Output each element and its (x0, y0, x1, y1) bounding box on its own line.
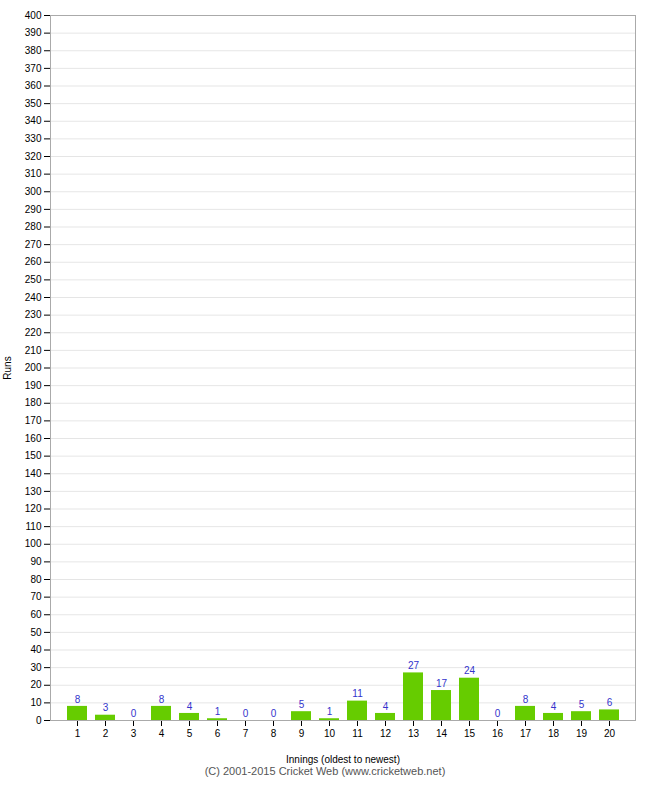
svg-text:50: 50 (30, 627, 42, 638)
svg-text:Runs: Runs (2, 356, 13, 379)
svg-text:230: 230 (25, 309, 42, 320)
svg-text:20: 20 (30, 679, 42, 690)
svg-text:380: 380 (25, 45, 42, 56)
svg-text:2: 2 (103, 728, 109, 739)
svg-text:220: 220 (25, 327, 42, 338)
svg-text:1: 1 (75, 728, 81, 739)
svg-text:3: 3 (103, 702, 109, 713)
svg-text:360: 360 (25, 80, 42, 91)
svg-text:18: 18 (548, 728, 560, 739)
svg-text:330: 330 (25, 133, 42, 144)
svg-text:14: 14 (436, 728, 448, 739)
svg-text:170: 170 (25, 415, 42, 426)
svg-text:400: 400 (25, 10, 42, 21)
svg-text:13: 13 (408, 728, 420, 739)
svg-text:190: 190 (25, 380, 42, 391)
svg-text:4: 4 (159, 728, 165, 739)
svg-text:1: 1 (215, 706, 221, 717)
svg-text:27: 27 (408, 660, 420, 671)
svg-text:110: 110 (26, 521, 42, 532)
svg-text:17: 17 (436, 678, 448, 689)
svg-text:350: 350 (25, 98, 42, 109)
svg-text:4: 4 (551, 701, 557, 712)
svg-text:280: 280 (25, 221, 42, 232)
svg-text:5: 5 (579, 699, 585, 710)
svg-text:1: 1 (327, 706, 333, 717)
svg-text:16: 16 (492, 728, 504, 739)
svg-text:80: 80 (30, 574, 42, 585)
svg-text:10: 10 (324, 728, 336, 739)
svg-text:15: 15 (464, 728, 476, 739)
svg-text:200: 200 (25, 362, 42, 373)
svg-text:390: 390 (25, 27, 42, 38)
svg-text:17: 17 (520, 728, 532, 739)
svg-text:40: 40 (30, 644, 42, 655)
svg-text:8: 8 (271, 728, 277, 739)
svg-text:160: 160 (25, 433, 42, 444)
svg-text:300: 300 (25, 186, 42, 197)
svg-text:0: 0 (243, 708, 249, 719)
svg-text:4: 4 (383, 701, 389, 712)
svg-text:11: 11 (352, 688, 363, 699)
svg-text:90: 90 (30, 556, 42, 567)
svg-text:140: 140 (25, 468, 42, 479)
svg-text:3: 3 (131, 728, 137, 739)
svg-text:6: 6 (607, 697, 613, 708)
svg-text:0: 0 (131, 708, 137, 719)
svg-text:5: 5 (187, 728, 193, 739)
svg-text:100: 100 (25, 538, 42, 549)
svg-text:Innings (oldest to newest): Innings (oldest to newest) (286, 754, 400, 765)
svg-text:150: 150 (25, 450, 42, 461)
svg-text:250: 250 (25, 274, 42, 285)
svg-text:180: 180 (25, 397, 42, 408)
svg-text:30: 30 (30, 662, 42, 673)
svg-text:4: 4 (187, 701, 193, 712)
svg-text:9: 9 (299, 728, 305, 739)
svg-text:19: 19 (576, 728, 588, 739)
svg-text:260: 260 (25, 256, 42, 267)
svg-text:340: 340 (25, 115, 42, 126)
svg-text:370: 370 (25, 63, 42, 74)
svg-text:270: 270 (25, 239, 42, 250)
svg-text:120: 120 (25, 503, 42, 514)
svg-text:0: 0 (495, 708, 501, 719)
svg-text:24: 24 (464, 665, 476, 676)
svg-text:5: 5 (299, 699, 305, 710)
svg-text:210: 210 (25, 345, 42, 356)
svg-text:20: 20 (604, 728, 616, 739)
svg-text:130: 130 (25, 486, 42, 497)
svg-text:12: 12 (380, 728, 392, 739)
svg-text:10: 10 (30, 697, 42, 708)
svg-text:8: 8 (523, 694, 529, 705)
html-text:(C) 2001-2015 Cricket Web (www: (C) 2001-2015 Cricket Web (www.cricketwe… (204, 765, 446, 777)
svg-text:310: 310 (25, 168, 42, 179)
svg-text:70: 70 (30, 591, 42, 602)
svg-text:240: 240 (25, 292, 42, 303)
svg-text:60: 60 (30, 609, 42, 620)
svg-text:11: 11 (352, 728, 363, 739)
svg-text:290: 290 (25, 204, 42, 215)
svg-text:7: 7 (243, 728, 249, 739)
svg-text:8: 8 (159, 694, 165, 705)
svg-text:320: 320 (25, 151, 42, 162)
svg-text:0: 0 (36, 715, 42, 726)
svg-text:0: 0 (271, 708, 277, 719)
svg-text:6: 6 (215, 728, 221, 739)
svg-text:8: 8 (75, 694, 81, 705)
